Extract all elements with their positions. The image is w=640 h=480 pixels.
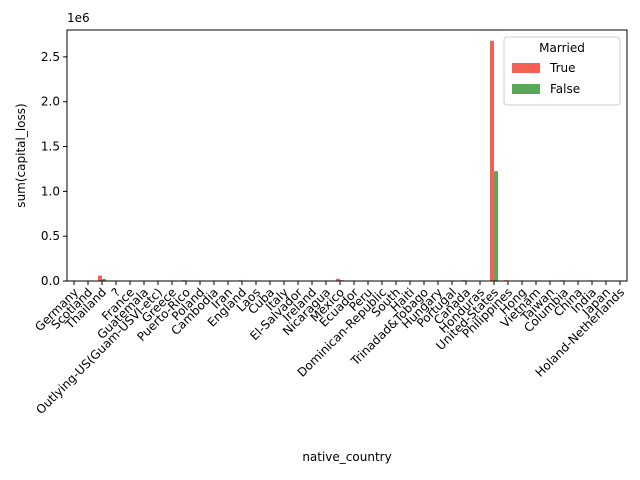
legend-swatch-false: [512, 84, 540, 94]
legend-swatch-true: [512, 63, 540, 73]
legend: Married True False: [503, 36, 621, 106]
y-tick-label: 0.5: [41, 229, 60, 243]
y-tick-layer: 0.0 0.5 1.0 1.5 2.0 2.5: [41, 50, 67, 288]
bar-false-united-states: [494, 171, 498, 281]
legend-label-false: False: [550, 82, 580, 96]
y-tick-label: 1.0: [41, 184, 60, 198]
y-axis-label: sum(capital_loss): [14, 103, 28, 207]
bar-false-thailand: [102, 279, 106, 281]
y-tick-label: 2.5: [41, 50, 60, 64]
legend-title: Married: [539, 41, 585, 55]
legend-label-true: True: [549, 61, 576, 75]
bar-true-mexico: [336, 278, 340, 281]
y-offset-label: 1e6: [67, 11, 90, 25]
y-tick-label: 0.0: [41, 274, 60, 288]
y-tick-label: 2.0: [41, 95, 60, 109]
axes-frame: [66, 29, 628, 282]
bar-true-thailand: [98, 275, 102, 281]
y-tick-label: 1.5: [41, 140, 60, 154]
bar-true-united-states: [490, 40, 494, 282]
x-axis-label: native_country: [302, 450, 391, 464]
